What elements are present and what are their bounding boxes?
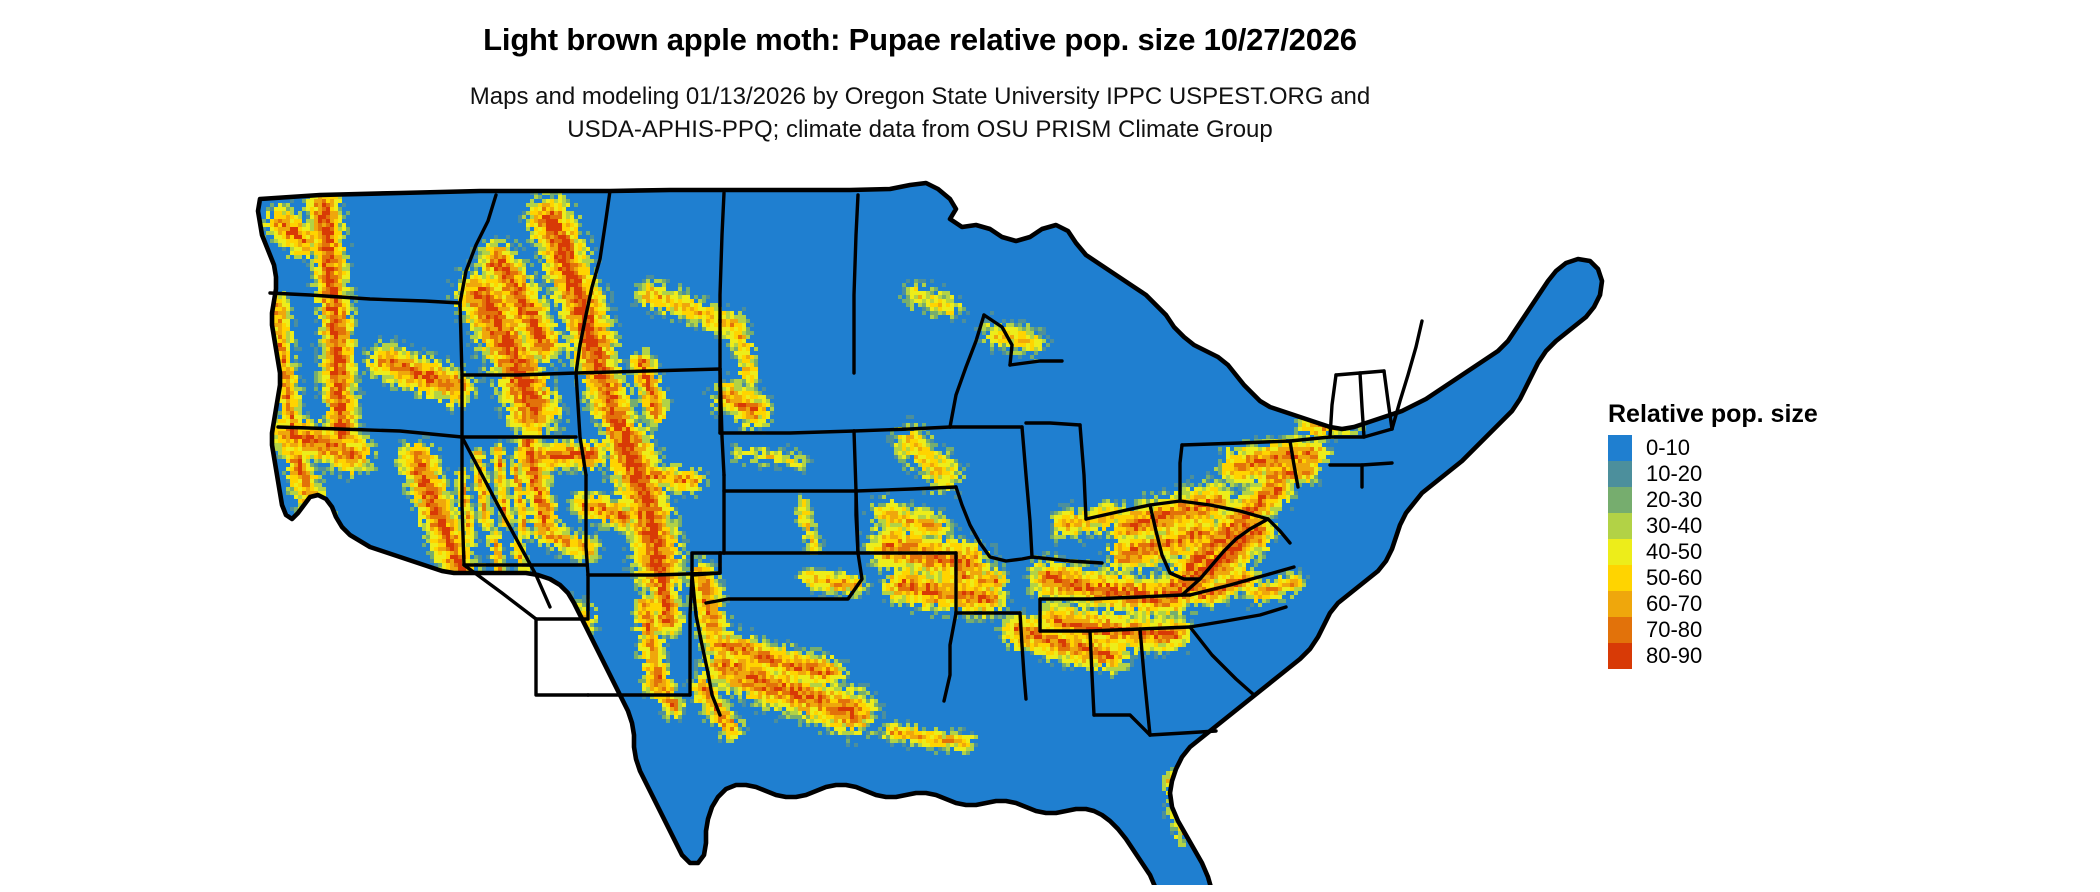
legend-item: 20-30 xyxy=(1608,487,1888,513)
legend-swatch xyxy=(1608,643,1632,669)
state-border xyxy=(1180,549,1226,597)
state-border xyxy=(458,193,498,305)
state-border xyxy=(534,573,590,621)
legend-swatch xyxy=(1608,487,1632,513)
legend-label: 80-90 xyxy=(1646,643,1703,668)
state-border xyxy=(942,611,958,703)
state-border xyxy=(688,573,694,697)
state-border xyxy=(1088,629,1096,717)
state-border xyxy=(534,617,590,697)
state-border xyxy=(1078,423,1088,521)
legend-label: 40-50 xyxy=(1646,539,1703,564)
legend-swatch xyxy=(1608,461,1632,487)
legend-item: 40-50 xyxy=(1608,539,1888,565)
legend-label: 50-60 xyxy=(1646,565,1703,590)
state-border xyxy=(1382,369,1394,431)
state-border xyxy=(574,367,722,375)
legend-swatch xyxy=(1608,513,1632,539)
state-boundaries xyxy=(268,189,1424,737)
state-border xyxy=(1188,605,1288,629)
state-border xyxy=(276,425,464,439)
state-border xyxy=(852,193,860,375)
state-border xyxy=(1018,611,1028,701)
legend-swatch xyxy=(1608,617,1632,643)
legend-item: 60-70 xyxy=(1608,591,1888,617)
state-border xyxy=(690,573,722,717)
state-border xyxy=(584,473,590,577)
state-border xyxy=(1008,359,1064,367)
legend-swatch xyxy=(1608,435,1632,461)
state-border xyxy=(574,371,588,477)
state-border xyxy=(854,485,958,493)
state-border xyxy=(718,429,856,435)
state-border xyxy=(1180,435,1332,447)
state-border xyxy=(1222,517,1270,553)
legend-rows: 0-10 10-20 20-30 30-40 40-50 50-60 60-70 70-80 8… xyxy=(1608,435,1888,669)
map-legend: Relative pop. size 0-10 10-20 20-30 30-40 40… xyxy=(1608,400,1888,669)
legend-label: 70-80 xyxy=(1646,617,1703,642)
legend-item: 70-80 xyxy=(1608,617,1888,643)
page-title: Light brown apple moth: Pupae relative p… xyxy=(483,22,1357,57)
legend-label: 20-30 xyxy=(1646,487,1703,512)
state-border xyxy=(1328,427,1394,439)
subtitle-line-2: USDA-APHIS-PPQ; climate data from OSU PR… xyxy=(567,116,1273,143)
state-border xyxy=(1020,425,1034,559)
legend-item: 0-10 xyxy=(1608,435,1888,461)
state-border xyxy=(268,291,462,305)
legend-swatch xyxy=(1608,591,1632,617)
state-border xyxy=(718,191,726,371)
state-border xyxy=(954,485,1034,563)
state-border xyxy=(1138,627,1152,737)
state-border xyxy=(852,425,952,433)
state-border xyxy=(982,313,1014,367)
state-border xyxy=(1024,421,1082,427)
state-border xyxy=(1178,443,1184,503)
state-border xyxy=(1266,517,1292,545)
legend-title: Relative pop. size xyxy=(1608,400,1818,428)
state-border xyxy=(1178,499,1270,521)
legend-swatch xyxy=(1608,565,1632,591)
state-border xyxy=(948,313,986,429)
heatmap-raster-layer xyxy=(258,183,1602,885)
state-border xyxy=(460,435,552,609)
state-border xyxy=(704,551,864,605)
state-border xyxy=(1358,371,1366,439)
state-border xyxy=(690,551,726,577)
map-canvas xyxy=(255,180,1605,885)
legend-item: 80-90 xyxy=(1608,643,1888,669)
state-border xyxy=(1084,499,1182,521)
legend-swatch xyxy=(1608,539,1632,565)
state-border xyxy=(854,489,860,555)
us-choropleth-map xyxy=(250,175,1610,885)
national-outline xyxy=(255,180,1605,885)
legend-label: 30-40 xyxy=(1646,513,1703,538)
state-border xyxy=(1092,713,1152,737)
state-border xyxy=(1148,503,1202,581)
state-border xyxy=(1188,625,1256,697)
page-subtitle: Maps and modeling 01/13/2026 by Oregon S… xyxy=(0,80,1840,146)
legend-label: 10-20 xyxy=(1646,461,1703,486)
state-border xyxy=(1038,593,1184,601)
state-border xyxy=(1030,555,1104,565)
legend-label: 60-70 xyxy=(1646,591,1703,616)
legend-label: 0-10 xyxy=(1646,435,1691,460)
legend-item: 50-60 xyxy=(1608,565,1888,591)
state-border xyxy=(1188,565,1296,597)
subtitle-line-1: Maps and modeling 01/13/2026 by Oregon S… xyxy=(469,83,1371,110)
legend-item: 30-40 xyxy=(1608,513,1888,539)
state-border xyxy=(1038,625,1192,633)
state-border xyxy=(1288,439,1300,489)
state-border xyxy=(1148,729,1218,737)
state-border xyxy=(460,435,466,567)
legend-item: 10-20 xyxy=(1608,461,1888,487)
state-border xyxy=(460,189,612,377)
